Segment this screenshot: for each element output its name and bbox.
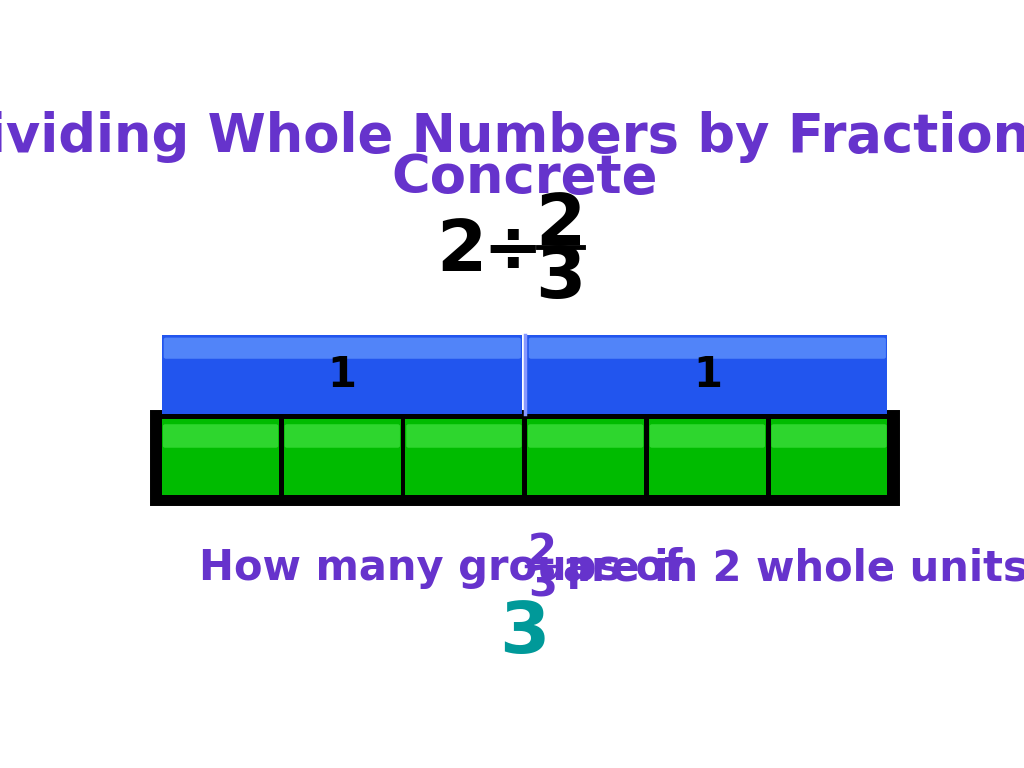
- Text: Dividing Whole Numbers by Fractions –: Dividing Whole Numbers by Fractions –: [0, 111, 1024, 163]
- Text: 2: 2: [536, 190, 586, 260]
- Bar: [154, 412, 896, 502]
- Text: are in 2 whole units?: are in 2 whole units?: [563, 548, 1024, 589]
- Bar: [770, 419, 888, 495]
- Bar: [284, 419, 400, 495]
- Bar: [162, 419, 280, 495]
- FancyBboxPatch shape: [164, 338, 521, 359]
- FancyBboxPatch shape: [163, 424, 279, 448]
- FancyBboxPatch shape: [285, 424, 400, 448]
- FancyBboxPatch shape: [528, 338, 886, 359]
- FancyBboxPatch shape: [771, 424, 887, 448]
- Bar: [527, 419, 644, 495]
- Text: 3: 3: [536, 244, 586, 313]
- FancyBboxPatch shape: [407, 424, 521, 448]
- Text: How many groups of: How many groups of: [200, 548, 683, 589]
- Text: 2: 2: [436, 217, 486, 286]
- Bar: [649, 419, 766, 495]
- Bar: [406, 419, 522, 495]
- FancyBboxPatch shape: [528, 424, 643, 448]
- Text: Concrete: Concrete: [391, 152, 658, 204]
- Text: 2: 2: [527, 531, 557, 573]
- Text: 1: 1: [693, 353, 722, 396]
- Bar: [162, 335, 522, 415]
- Text: 3: 3: [500, 599, 550, 667]
- Text: 1: 1: [328, 353, 356, 396]
- Text: 3: 3: [527, 564, 557, 606]
- Text: ÷: ÷: [482, 217, 543, 286]
- FancyBboxPatch shape: [649, 424, 765, 448]
- Bar: [527, 335, 888, 415]
